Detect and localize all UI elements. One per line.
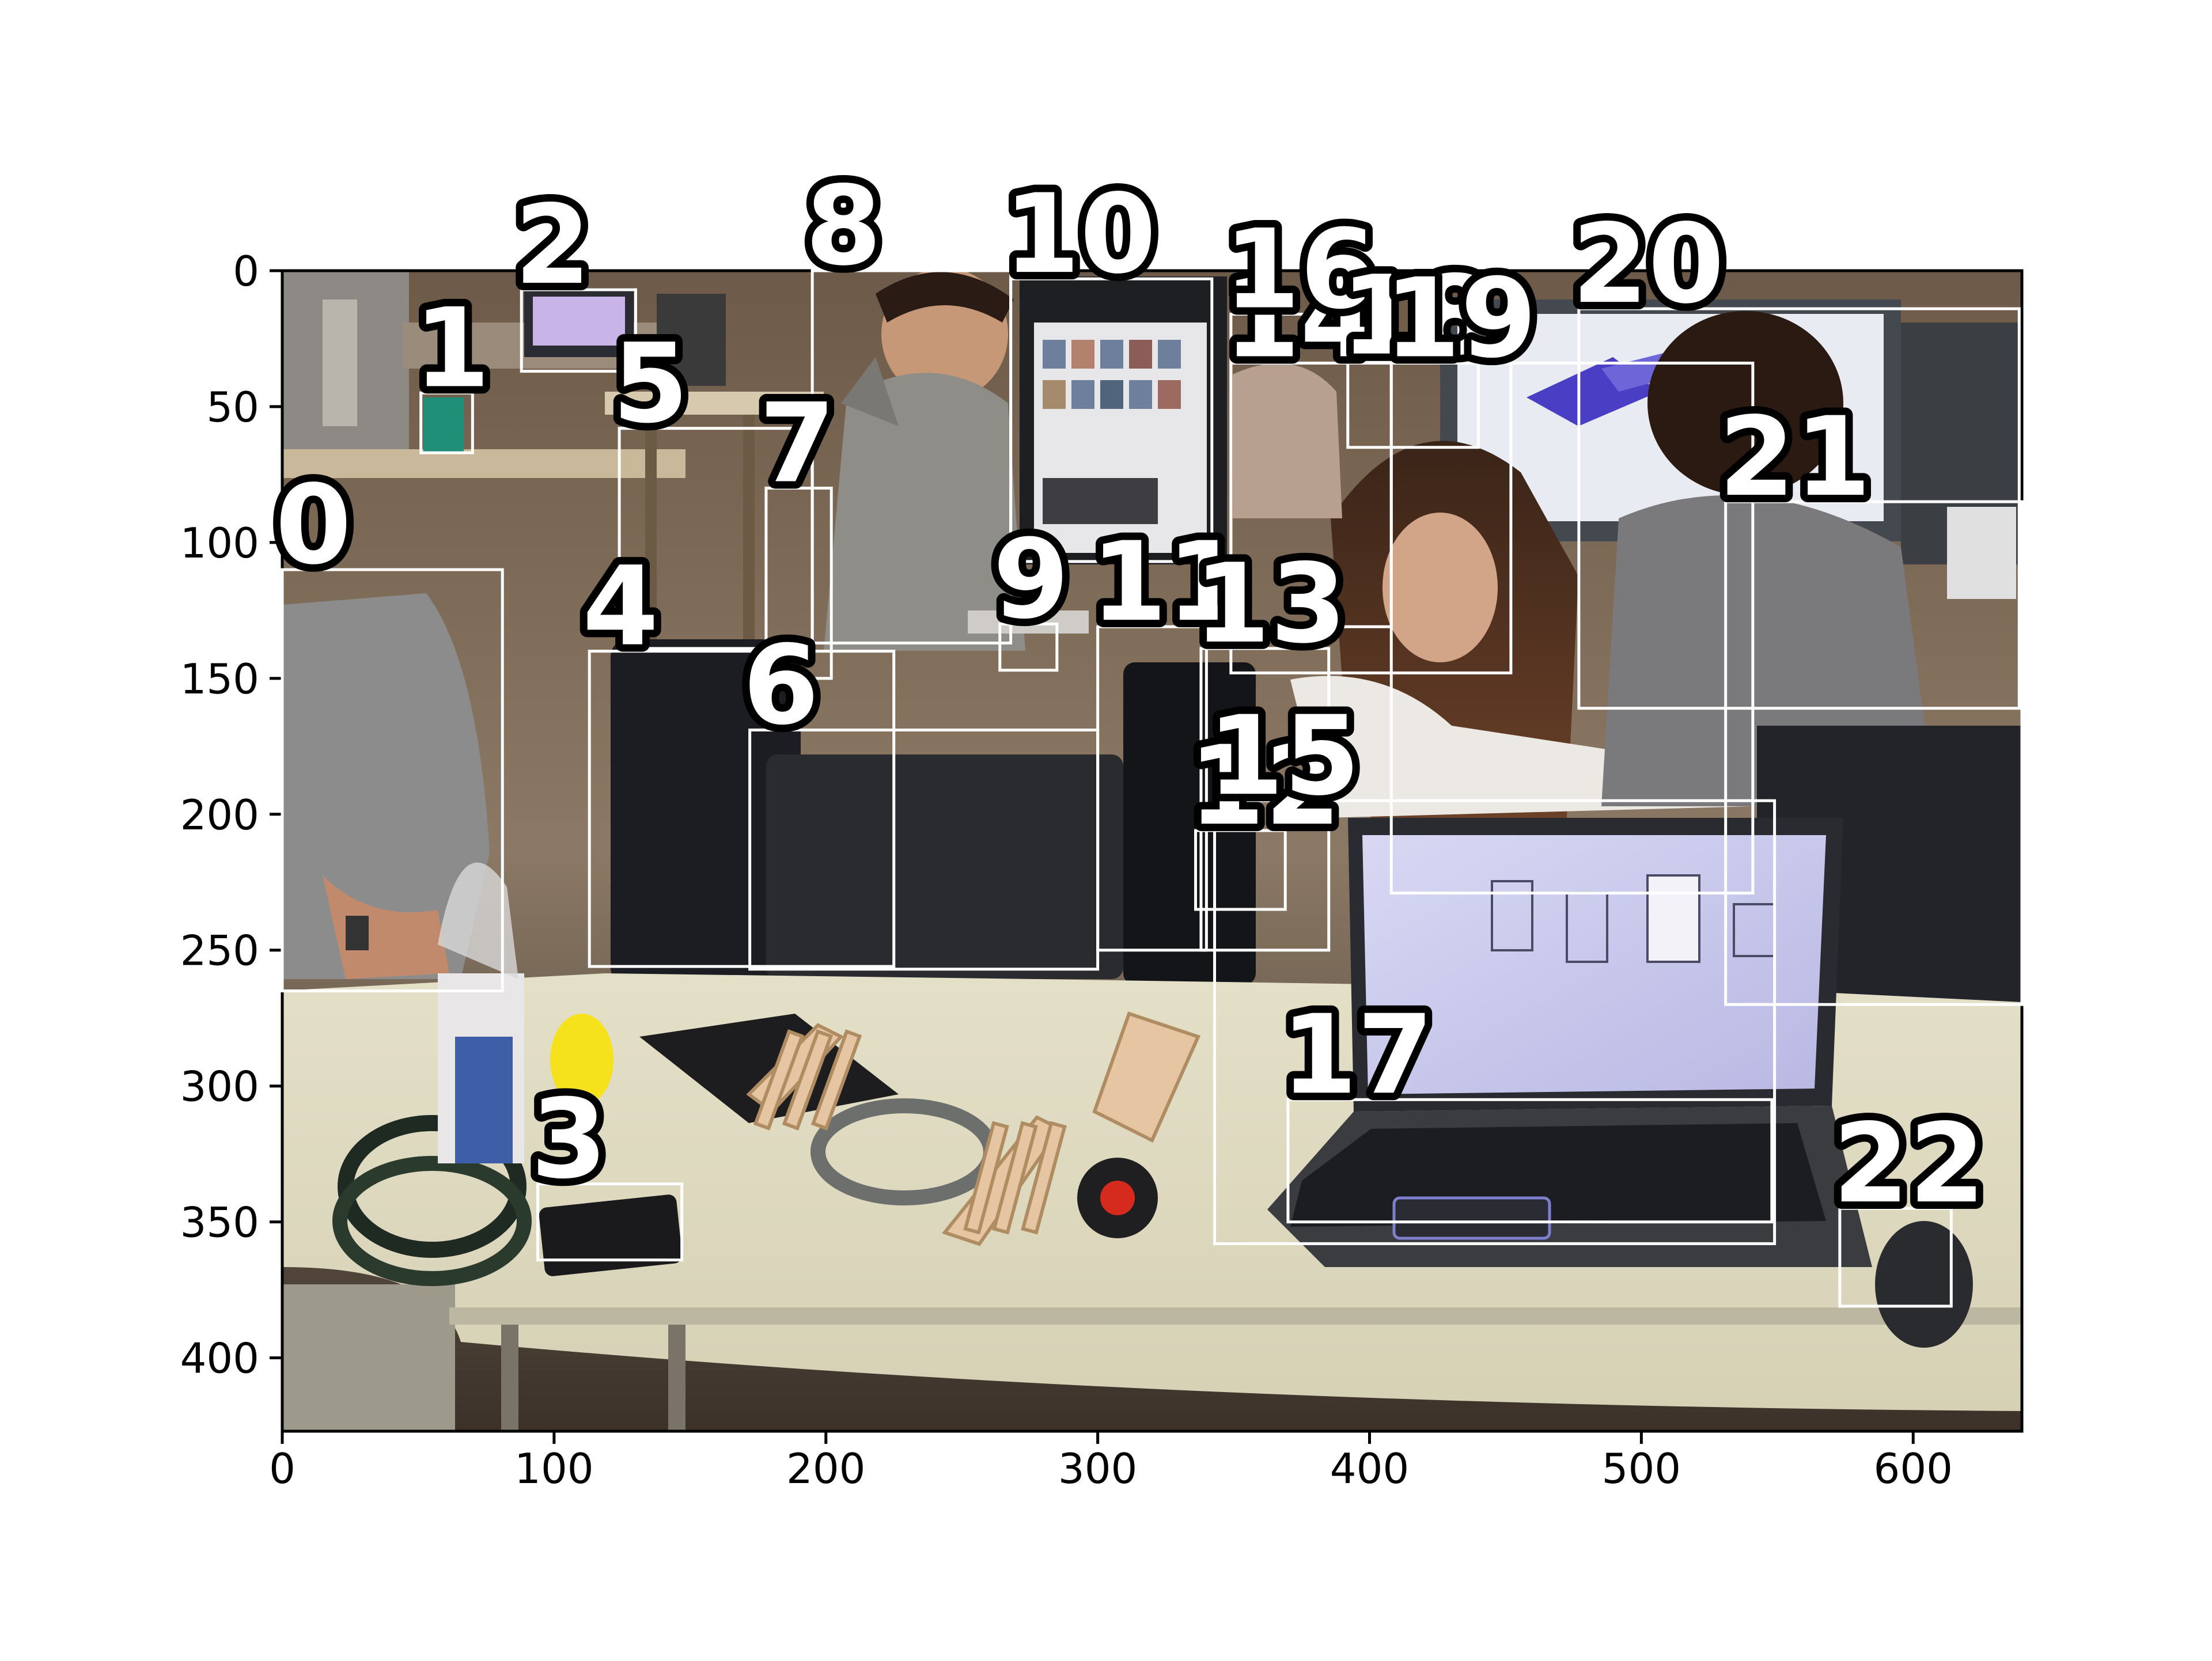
- y-tick-label: 350: [180, 1199, 259, 1247]
- y-tick-label: 0: [233, 247, 259, 295]
- box-label-3: 3: [531, 1076, 607, 1203]
- x-tick-label: 100: [514, 1444, 593, 1493]
- box-label-22: 22: [1833, 1100, 1985, 1227]
- y-tick-label: 300: [180, 1063, 259, 1111]
- x-tick-label: 500: [1602, 1444, 1681, 1493]
- box-label-12: 12: [1189, 722, 1341, 850]
- box-label-0: 0: [275, 461, 351, 589]
- bounding-box-12: [1194, 829, 1287, 911]
- bounding-box-0: [281, 568, 504, 993]
- box-label-13: 13: [1194, 540, 1346, 668]
- box-label-10: 10: [1004, 170, 1156, 298]
- box-label-15: 15: [1208, 692, 1360, 820]
- bounding-box-19: [1389, 361, 1755, 895]
- box-label-8: 8: [805, 162, 881, 290]
- bounding-box-11: [1096, 625, 1208, 952]
- box-label-6: 6: [743, 622, 819, 749]
- bounding-box-2: [520, 288, 637, 373]
- bounding-box-18: [1346, 359, 1480, 449]
- box-label-14: 14: [1224, 255, 1376, 382]
- bounding-box-22: [1838, 1207, 1953, 1308]
- bounding-box-9: [998, 622, 1059, 672]
- bounding-box-10: [1009, 277, 1214, 563]
- y-tick-label: 50: [206, 383, 259, 431]
- box-label-9: 9: [993, 515, 1069, 643]
- bounding-box-17: [1286, 1098, 1774, 1224]
- bounding-box-4: [588, 650, 896, 968]
- box-label-17: 17: [1281, 991, 1433, 1118]
- box-label-11: 11: [1091, 518, 1243, 646]
- box-label-21: 21: [1719, 393, 1871, 521]
- box-label-20: 20: [1572, 200, 1724, 328]
- box-label-19: 19: [1384, 255, 1536, 382]
- y-tick-label: 150: [180, 655, 259, 703]
- box-label-4: 4: [582, 543, 658, 670]
- box-label-7: 7: [759, 380, 835, 507]
- y-tick-label: 100: [180, 519, 259, 567]
- box-label-18: 18: [1341, 252, 1493, 380]
- bounding-box-7: [764, 487, 833, 680]
- x-tick-label: 300: [1058, 1444, 1137, 1493]
- bounding-box-15: [1213, 799, 1777, 1245]
- y-axis: 0 50 100 150 200 250 300 350 400: [180, 247, 282, 1383]
- box-label-16: 16: [1224, 206, 1376, 333]
- box-label-1: 1: [414, 285, 490, 412]
- x-tick-label: 200: [786, 1444, 865, 1493]
- bounding-box-21: [1724, 500, 2024, 1006]
- x-axis: 0 100 200 300 400 500 600: [269, 1431, 1953, 1493]
- x-tick-label: 400: [1330, 1444, 1409, 1493]
- x-tick-label: 600: [1874, 1444, 1953, 1493]
- workshop-photo: [282, 271, 2022, 1431]
- bounding-box-1: [419, 391, 474, 454]
- bounding-box-20: [1577, 307, 2021, 710]
- x-tick-label: 0: [269, 1444, 296, 1493]
- y-tick-label: 200: [180, 791, 259, 839]
- box-label-2: 2: [514, 181, 590, 309]
- bounding-box-3: [536, 1182, 684, 1262]
- y-tick-label: 250: [180, 927, 259, 975]
- y-tick-label: 400: [180, 1334, 259, 1383]
- box-label-5: 5: [612, 320, 688, 448]
